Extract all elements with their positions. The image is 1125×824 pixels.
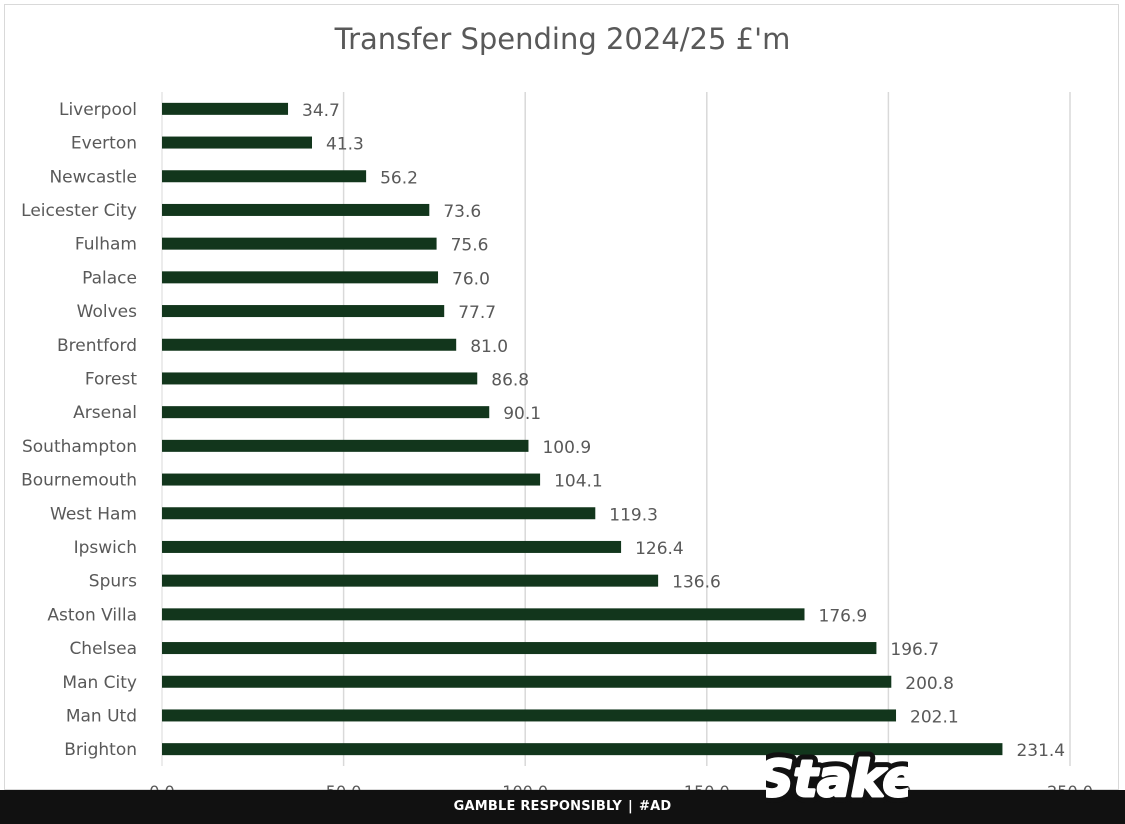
category-label: Liverpool bbox=[59, 100, 137, 120]
category-label: Brighton bbox=[64, 740, 137, 760]
data-label: 104.1 bbox=[554, 472, 603, 492]
category-label: Brentford bbox=[57, 336, 137, 356]
bar bbox=[162, 574, 659, 587]
stake-logo: Stake Stake bbox=[766, 744, 908, 815]
data-label: 196.7 bbox=[890, 640, 939, 660]
data-label: 136.6 bbox=[672, 573, 721, 593]
chart-title: Transfer Spending 2024/25 £'m bbox=[334, 22, 791, 56]
chart-frame bbox=[4, 4, 1119, 790]
ad-text: #AD bbox=[638, 799, 672, 814]
x-tick-label: 0.0 bbox=[149, 782, 174, 790]
data-label: 75.6 bbox=[451, 236, 489, 256]
footer-text: GAMBLE RESPONSIBLY | #AD bbox=[0, 790, 1125, 824]
category-label: Fulham bbox=[75, 235, 137, 255]
footer-bar: GAMBLE RESPONSIBLY | #AD bbox=[0, 790, 1125, 824]
data-label: 77.7 bbox=[458, 303, 496, 323]
bar bbox=[162, 305, 445, 318]
x-tick-label: 200.0 bbox=[865, 782, 911, 790]
data-label: 56.2 bbox=[380, 168, 418, 188]
category-label: Man City bbox=[62, 673, 137, 693]
category-label: Ipswich bbox=[74, 538, 137, 558]
stake-logo-outline: Stake bbox=[766, 750, 908, 808]
bar bbox=[162, 136, 313, 149]
bar bbox=[162, 709, 897, 722]
category-label: Southampton bbox=[22, 437, 137, 457]
bar bbox=[162, 642, 877, 655]
stake-logo-text: Stake bbox=[766, 750, 908, 808]
data-label: 100.9 bbox=[542, 438, 591, 458]
category-label: Forest bbox=[85, 369, 138, 389]
bar bbox=[162, 473, 541, 486]
category-label: West Ham bbox=[50, 504, 137, 524]
bar bbox=[162, 608, 805, 621]
data-label: 90.1 bbox=[503, 404, 541, 424]
category-label: Spurs bbox=[89, 572, 137, 592]
data-label: 76.0 bbox=[452, 269, 490, 289]
data-label: 34.7 bbox=[302, 101, 340, 121]
bar bbox=[162, 237, 437, 250]
category-label: Chelsea bbox=[69, 639, 137, 659]
labels: Liverpool 34.7 Everton 41.3 Newcastle 56.2 Lei… bbox=[21, 100, 1065, 761]
category-label: Bournemouth bbox=[21, 471, 137, 491]
category-label: Arsenal bbox=[73, 403, 137, 423]
data-label: 81.0 bbox=[470, 337, 508, 357]
x-tick-label: 100.0 bbox=[502, 782, 548, 790]
category-label: Newcastle bbox=[49, 167, 137, 187]
category-label: Aston Villa bbox=[47, 605, 137, 625]
data-label: 231.4 bbox=[1016, 741, 1065, 761]
bar bbox=[162, 271, 439, 284]
grid-lines bbox=[342, 92, 1071, 766]
bar bbox=[162, 102, 289, 115]
category-label: Everton bbox=[71, 134, 137, 154]
data-label: 119.3 bbox=[609, 505, 658, 525]
bar bbox=[162, 372, 478, 385]
category-label: Man Utd bbox=[66, 706, 137, 726]
bar bbox=[162, 743, 1003, 756]
bar-chart: 0.0 50.0 100.0 150.0 200.0 250.0 Liverpool 34.… bbox=[21, 92, 1093, 790]
bars bbox=[162, 102, 1003, 756]
bar bbox=[162, 170, 367, 183]
bar bbox=[162, 540, 622, 553]
category-label: Palace bbox=[82, 268, 137, 288]
data-label: 176.9 bbox=[819, 606, 868, 626]
bar bbox=[162, 675, 892, 688]
data-label: 41.3 bbox=[326, 135, 364, 155]
bar bbox=[162, 338, 457, 351]
bar bbox=[162, 439, 529, 452]
bar bbox=[162, 406, 490, 419]
data-label: 202.1 bbox=[910, 707, 959, 727]
gamble-responsibly-text: GAMBLE RESPONSIBLY bbox=[453, 799, 623, 814]
x-tick-label: 250.0 bbox=[1047, 782, 1093, 790]
data-label: 200.8 bbox=[905, 674, 954, 694]
category-label: Leicester City bbox=[21, 201, 137, 221]
bar bbox=[162, 507, 596, 520]
footer-separator: | bbox=[628, 799, 633, 814]
bar bbox=[162, 203, 430, 216]
data-label: 126.4 bbox=[635, 539, 684, 559]
data-label: 73.6 bbox=[443, 202, 481, 222]
data-label: 86.8 bbox=[491, 370, 529, 390]
category-label: Wolves bbox=[77, 302, 137, 322]
x-tick-label: 150.0 bbox=[684, 782, 730, 790]
x-tick-label: 50.0 bbox=[326, 782, 362, 790]
